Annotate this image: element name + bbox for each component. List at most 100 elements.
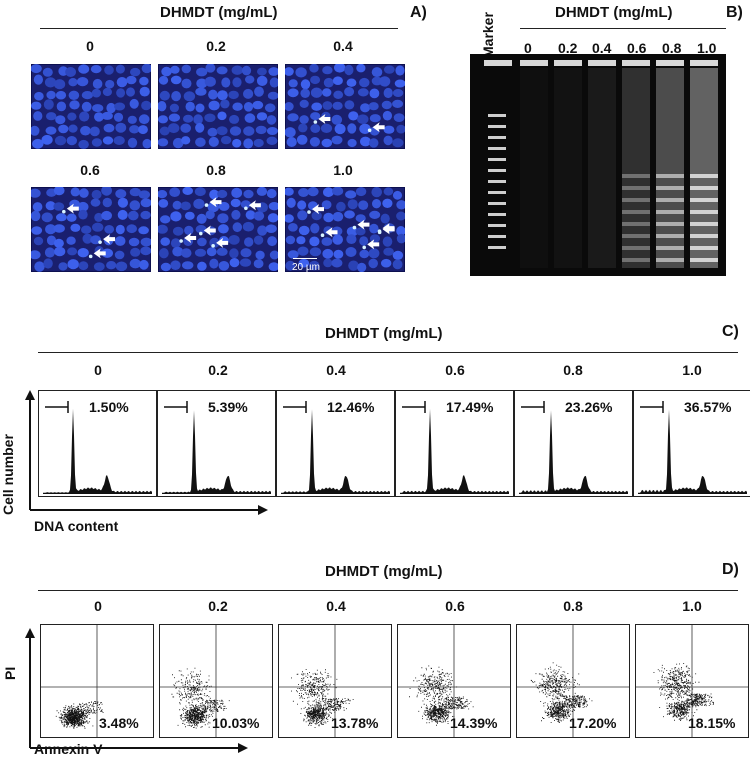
nucleus bbox=[269, 250, 278, 260]
scatter-plot-1: 10.03% bbox=[159, 624, 273, 738]
nucleus bbox=[348, 111, 359, 121]
nucleus bbox=[309, 64, 319, 73]
nucleus bbox=[180, 123, 191, 133]
nucleus bbox=[45, 126, 57, 135]
nucleus bbox=[310, 112, 321, 121]
nucleus bbox=[196, 67, 208, 77]
nucleus bbox=[253, 259, 264, 269]
nucleus bbox=[114, 102, 126, 111]
nucleus bbox=[32, 138, 44, 149]
nucleus bbox=[310, 124, 321, 133]
nucleus bbox=[383, 135, 393, 146]
nucleus bbox=[392, 99, 404, 108]
nucleus bbox=[139, 259, 149, 270]
nucleus bbox=[115, 224, 125, 235]
ladder-band bbox=[690, 210, 718, 214]
scatter-percentage: 18.15% bbox=[688, 715, 736, 731]
panel-a-conc-0: 0 bbox=[86, 38, 94, 54]
nucleus bbox=[140, 237, 151, 247]
nucleus bbox=[33, 236, 44, 246]
condensed-chromatin bbox=[62, 209, 66, 214]
nucleus bbox=[54, 246, 66, 257]
nucleus bbox=[182, 261, 194, 270]
panel-d-conc-2: 0.4 bbox=[326, 598, 346, 614]
scatter-percentage: 3.48% bbox=[99, 715, 139, 731]
ladder-band bbox=[690, 222, 718, 226]
nucleus bbox=[180, 201, 191, 211]
marker-band bbox=[488, 224, 506, 227]
scatter-events bbox=[530, 662, 593, 723]
nucleus bbox=[138, 190, 150, 199]
nucleus bbox=[371, 187, 382, 198]
nucleus bbox=[101, 248, 114, 258]
nucleus bbox=[300, 88, 310, 98]
panel-d-letter: D) bbox=[722, 561, 739, 578]
nucleus bbox=[101, 111, 113, 120]
condensed-chromatin bbox=[320, 233, 325, 238]
nucleus bbox=[268, 67, 278, 76]
nucleus bbox=[69, 100, 80, 110]
nucleus bbox=[310, 223, 320, 234]
panel-d-xlabel: Annexin V bbox=[34, 741, 103, 757]
nucleus bbox=[321, 138, 333, 148]
apoptosis-arrow-icon bbox=[248, 200, 261, 211]
scatter-canvas bbox=[279, 625, 391, 737]
nucleus bbox=[309, 247, 322, 257]
nucleus bbox=[287, 88, 299, 98]
nucleus bbox=[207, 202, 219, 213]
histogram-plot bbox=[162, 401, 271, 494]
nucleus bbox=[76, 77, 89, 87]
nucleus bbox=[207, 127, 218, 137]
nucleus bbox=[323, 258, 333, 268]
nucleus bbox=[323, 187, 334, 198]
nucleus bbox=[332, 101, 343, 110]
nucleus bbox=[360, 136, 371, 147]
nucleus bbox=[381, 258, 392, 268]
histogram-percentage: 36.57% bbox=[684, 399, 732, 415]
nucleus bbox=[286, 197, 296, 208]
nucleus bbox=[169, 103, 179, 113]
nucleus bbox=[114, 236, 126, 246]
nucleus bbox=[220, 99, 230, 109]
nucleus bbox=[310, 75, 321, 85]
nucleus bbox=[345, 247, 357, 257]
nucleus bbox=[307, 187, 319, 197]
nucleus bbox=[311, 211, 322, 221]
nucleus bbox=[42, 67, 53, 77]
nucleus bbox=[205, 64, 216, 73]
nucleus bbox=[170, 211, 182, 222]
nucleus bbox=[310, 87, 323, 98]
micrograph-5 bbox=[285, 187, 405, 272]
gel-image bbox=[470, 54, 726, 276]
nucleus bbox=[220, 135, 232, 145]
nucleus bbox=[287, 250, 299, 259]
nucleus bbox=[369, 88, 380, 99]
nucleus bbox=[245, 210, 256, 220]
nucleus bbox=[311, 102, 323, 111]
apoptosis-arrow-icon bbox=[382, 223, 395, 234]
nucleus bbox=[78, 261, 89, 271]
scatter-percentage: 14.39% bbox=[450, 715, 498, 731]
micrograph-3 bbox=[31, 187, 151, 272]
scatter-events bbox=[171, 667, 230, 729]
nucleus bbox=[129, 187, 141, 197]
nucleus bbox=[195, 225, 207, 234]
panel-c-conc-3: 0.6 bbox=[445, 362, 465, 378]
nucleus bbox=[46, 235, 57, 246]
nucleus bbox=[105, 79, 115, 89]
condensed-chromatin bbox=[204, 203, 209, 207]
gel-lane-0: 0 bbox=[524, 40, 532, 56]
gel-well bbox=[554, 60, 582, 66]
nucleus bbox=[67, 259, 79, 270]
nucleus bbox=[91, 189, 102, 200]
nucleus bbox=[321, 200, 332, 210]
gel-well bbox=[656, 60, 684, 66]
nucleus bbox=[300, 79, 311, 90]
micrograph-2 bbox=[285, 64, 405, 149]
nucleus bbox=[158, 115, 168, 124]
panel-d-conc-0: 0 bbox=[94, 598, 102, 614]
apoptosis-arrow-icon bbox=[184, 233, 197, 244]
nucleus bbox=[66, 136, 77, 146]
panel-a-conc-4: 0.8 bbox=[206, 162, 226, 178]
nucleus bbox=[94, 112, 104, 122]
